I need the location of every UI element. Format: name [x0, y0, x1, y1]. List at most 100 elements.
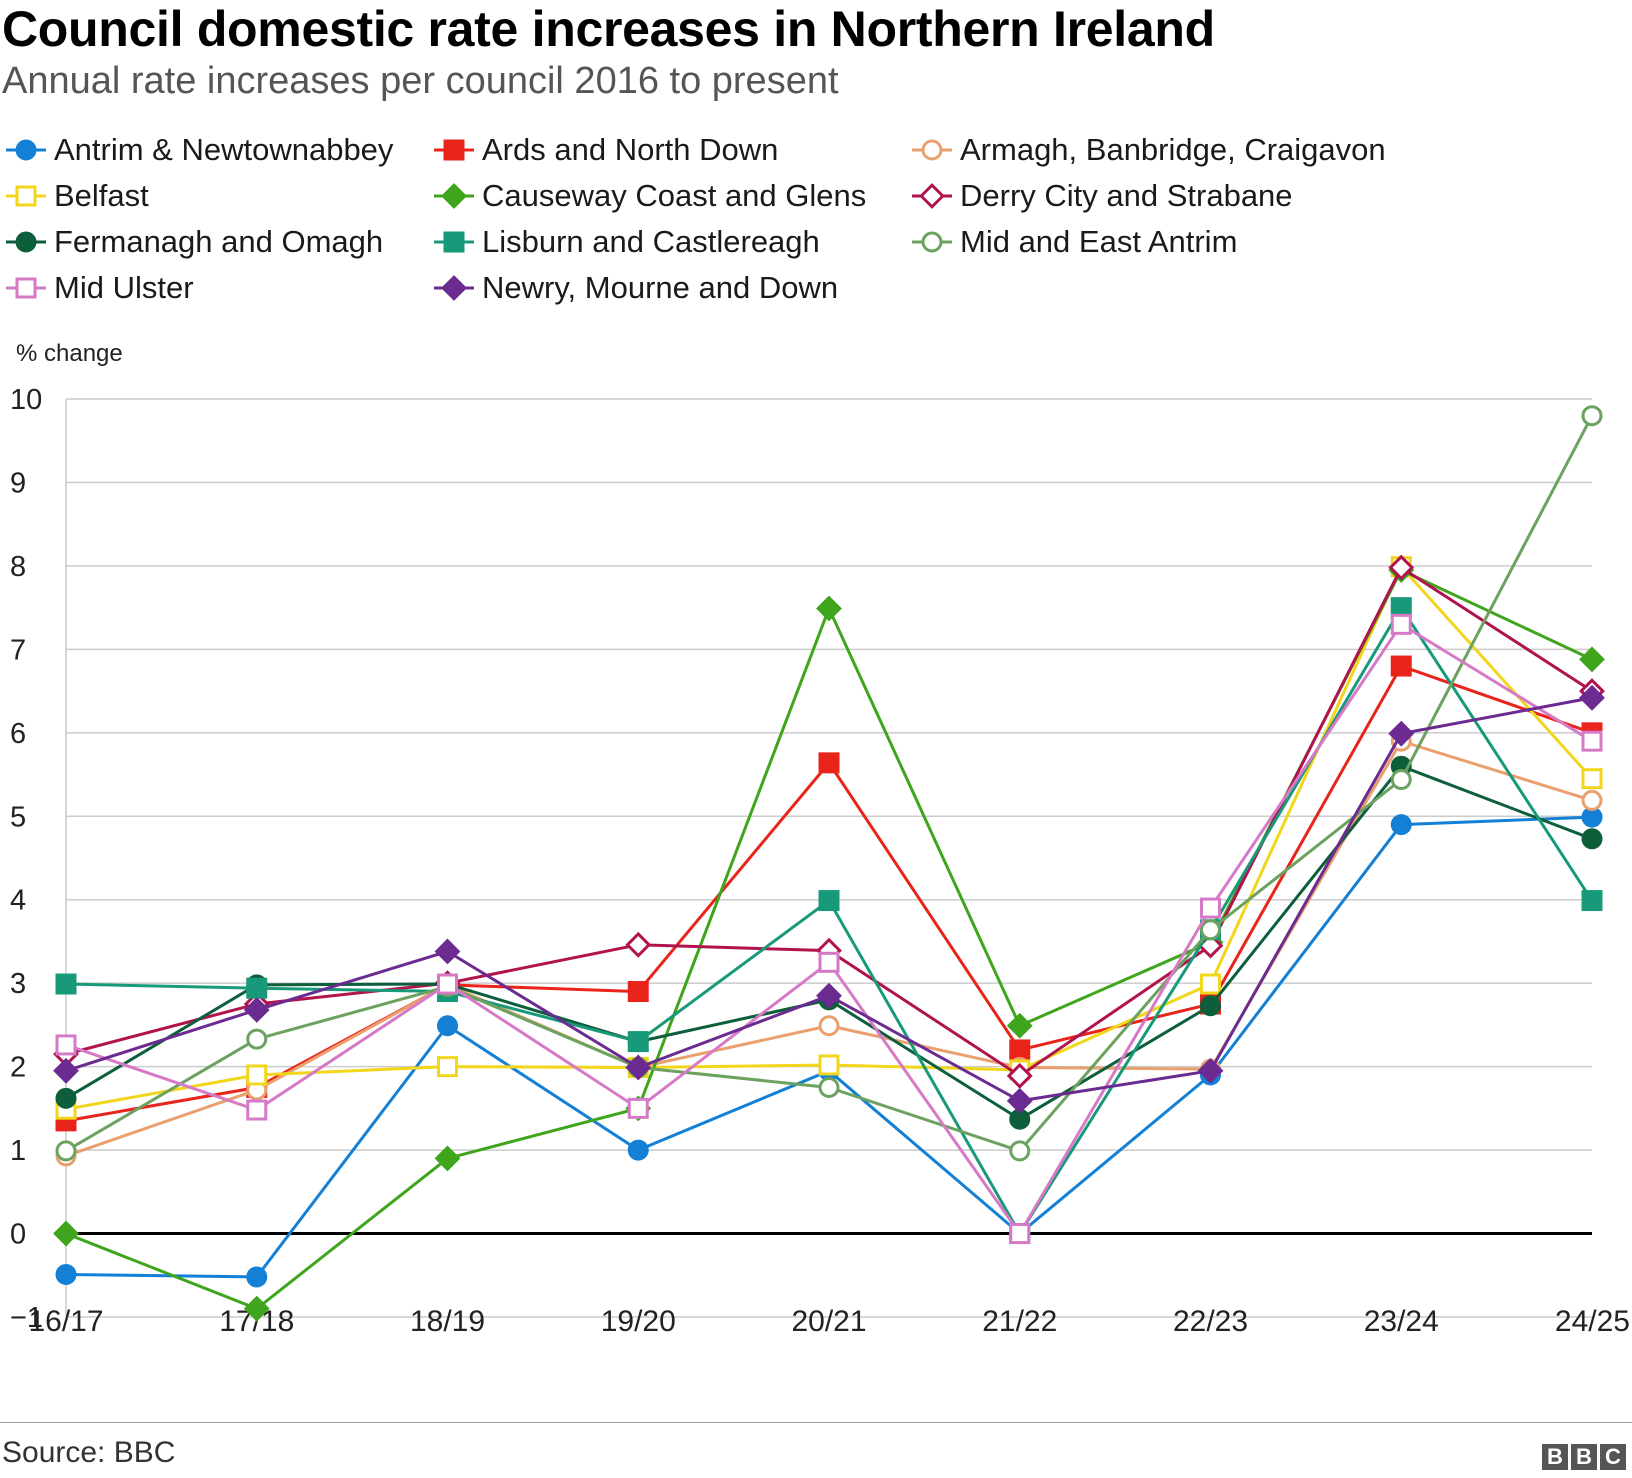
data-point — [243, 996, 270, 1023]
data-point — [1581, 789, 1603, 811]
data-point — [246, 1028, 268, 1050]
data-point — [627, 1139, 649, 1161]
legend-label: Lisburn and Castlereagh — [482, 224, 820, 259]
data-point — [627, 1031, 649, 1053]
series-mid-and-east-antrim — [55, 405, 1603, 1162]
legend-label: Mid and East Antrim — [960, 224, 1238, 259]
data-point — [625, 931, 652, 958]
data-point — [1200, 919, 1221, 941]
legend-label: Causeway Coast and Glens — [482, 178, 867, 213]
data-point — [1390, 613, 1412, 635]
data-point — [1200, 897, 1221, 919]
line-chart: 109876543210−116/1717/1818/1919/2020/212… — [10, 384, 1630, 1338]
x-tick-label: 24/25 — [1555, 1305, 1630, 1338]
legend-swatch — [6, 277, 46, 299]
footer-divider — [0, 1422, 1632, 1423]
legend-swatch — [434, 183, 474, 209]
data-point — [55, 1034, 77, 1056]
y-axis-label: % change — [16, 340, 123, 367]
data-point — [1197, 1057, 1224, 1084]
data-point — [246, 1266, 268, 1288]
legend-marker — [919, 183, 945, 209]
x-tick-label: 18/19 — [410, 1305, 485, 1338]
y-tick-label: 2 — [10, 1052, 26, 1084]
data-point — [1200, 995, 1221, 1017]
legend-marker — [443, 231, 465, 253]
legend-item-mid-ulster: Mid Ulster — [4, 268, 194, 308]
y-tick-label: 7 — [10, 634, 26, 666]
x-tick-label: 23/24 — [1364, 1305, 1439, 1338]
y-tick-label: 10 — [10, 384, 42, 416]
data-point — [1388, 720, 1415, 747]
data-point — [818, 951, 840, 973]
legend-item-newry-mourne-and-down: Newry, Mourne and Down — [432, 268, 838, 308]
data-point — [1006, 1087, 1033, 1114]
x-tick-label: 20/21 — [791, 1305, 866, 1338]
legend-swatch — [912, 183, 952, 209]
data-point — [627, 981, 649, 1003]
source-note: Source: BBC — [2, 1436, 176, 1469]
x-tick-label: 21/22 — [982, 1305, 1057, 1338]
legend-marker — [443, 139, 465, 161]
chart-subtitle: Annual rate increases per council 2016 t… — [2, 60, 839, 102]
data-point — [437, 1015, 458, 1037]
legend-item-ards-and-north-down: Ards and North Down — [432, 130, 778, 170]
legend-marker — [921, 139, 943, 161]
data-point — [55, 1263, 77, 1285]
legend-swatch — [6, 139, 46, 161]
legend-item-belfast: Belfast — [4, 176, 149, 216]
y-tick-label: 1 — [10, 1135, 26, 1167]
data-point — [437, 973, 458, 995]
data-point — [1581, 768, 1603, 790]
data-point — [55, 1087, 77, 1109]
data-point — [1200, 973, 1221, 995]
series-line — [65, 606, 1594, 1236]
data-point — [1581, 405, 1603, 427]
legend-label: Ards and North Down — [482, 132, 779, 167]
legend-item-fermanagh-and-omagh: Fermanagh and Omagh — [4, 222, 383, 262]
data-point — [818, 890, 840, 912]
y-tick-label: 6 — [10, 718, 26, 750]
data-point — [627, 1097, 649, 1119]
data-point — [1579, 684, 1605, 711]
legend-swatch — [912, 139, 952, 161]
data-point — [1009, 1223, 1031, 1245]
legend-label: Newry, Mourne and Down — [482, 270, 839, 305]
data-point — [1009, 1039, 1031, 1061]
legend-item-lisburn-and-castlereagh: Lisburn and Castlereagh — [432, 222, 820, 262]
legend-swatch — [6, 185, 46, 207]
series-newry-mourne-and-down — [53, 684, 1605, 1114]
legend-marker — [15, 231, 37, 253]
data-point — [437, 1056, 458, 1078]
data-point — [434, 1145, 461, 1172]
data-point — [625, 1054, 652, 1081]
data-point — [818, 752, 840, 774]
series-antrim-and-newtownabbey — [55, 806, 1603, 1288]
data-point — [816, 595, 842, 622]
data-point — [434, 938, 461, 965]
y-tick-label: −1 — [10, 1302, 43, 1334]
data-point — [246, 977, 268, 999]
legend-label: Fermanagh and Omagh — [54, 224, 384, 259]
data-point — [1388, 554, 1415, 581]
x-tick-label: 22/23 — [1173, 1305, 1248, 1338]
legend-label: Derry City and Strabane — [960, 178, 1293, 213]
data-point — [53, 1220, 79, 1247]
legend-swatch — [912, 231, 952, 253]
y-tick-label: 9 — [10, 467, 26, 499]
series-lisburn-and-castlereagh — [55, 597, 1603, 1245]
bbc-logo: B B C — [1542, 1444, 1626, 1470]
data-point — [1579, 646, 1605, 673]
legend-label: Armagh, Banbridge, Craigavon — [960, 132, 1386, 167]
legend-swatch — [434, 275, 474, 301]
legend-swatch — [434, 231, 474, 253]
legend-item-mid-and-east-antrim: Mid and East Antrim — [910, 222, 1237, 262]
data-point — [1390, 814, 1412, 836]
data-point — [1581, 730, 1603, 752]
y-tick-label: 0 — [10, 1219, 26, 1251]
data-point — [53, 1057, 79, 1084]
legend-swatch — [434, 139, 474, 161]
data-point — [1581, 890, 1603, 912]
y-tick-label: 4 — [10, 885, 26, 917]
data-point — [818, 1054, 840, 1076]
